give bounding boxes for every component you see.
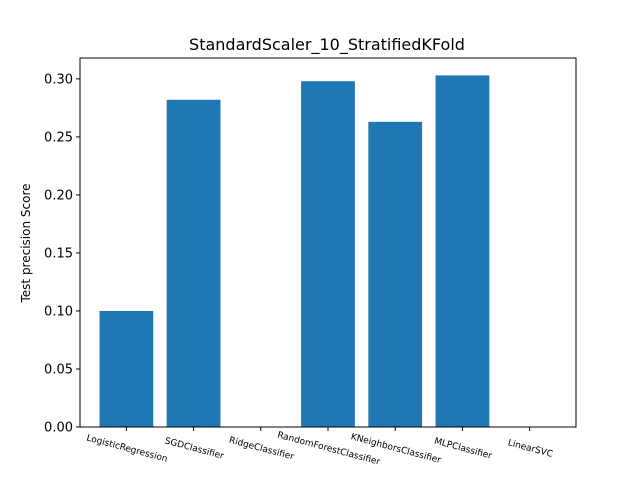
bar-sgdclassifier <box>166 99 221 427</box>
y-tick-label: 0.25 <box>44 130 73 145</box>
x-tick-label-logisticregression: LogisticRegression <box>85 433 168 464</box>
y-axis-label: Test precision Score <box>19 183 33 303</box>
bar-kneighborsclassifier <box>368 121 423 428</box>
x-tick-label-mlpclassifier: MLPClassifier <box>433 437 493 462</box>
y-tick-label: 0.10 <box>44 304 73 319</box>
chart-title: StandardScaler_10_StratifiedKFold <box>189 35 465 55</box>
y-tick-label: 0.15 <box>44 246 73 261</box>
y-tick-label: 0.20 <box>44 188 73 203</box>
x-tick-label-linearsvc: LinearSVC <box>507 438 554 460</box>
x-tick-label-sgdclassifier: SGDClassifier <box>163 436 225 461</box>
plot-frame <box>79 57 577 428</box>
bar-logisticregression <box>99 310 154 427</box>
bar-mlpclassifier <box>435 75 490 427</box>
y-ticks-group: 0.00 0.05 0.10 0.15 0.20 0.25 0.30 <box>44 72 80 436</box>
bar-randomforestclassifier <box>301 81 355 427</box>
y-tick-label: 0.05 <box>44 362 73 377</box>
bars-group <box>99 75 490 428</box>
y-tick-label: 0.30 <box>44 72 73 87</box>
y-tick-label: 0.00 <box>44 421 73 436</box>
